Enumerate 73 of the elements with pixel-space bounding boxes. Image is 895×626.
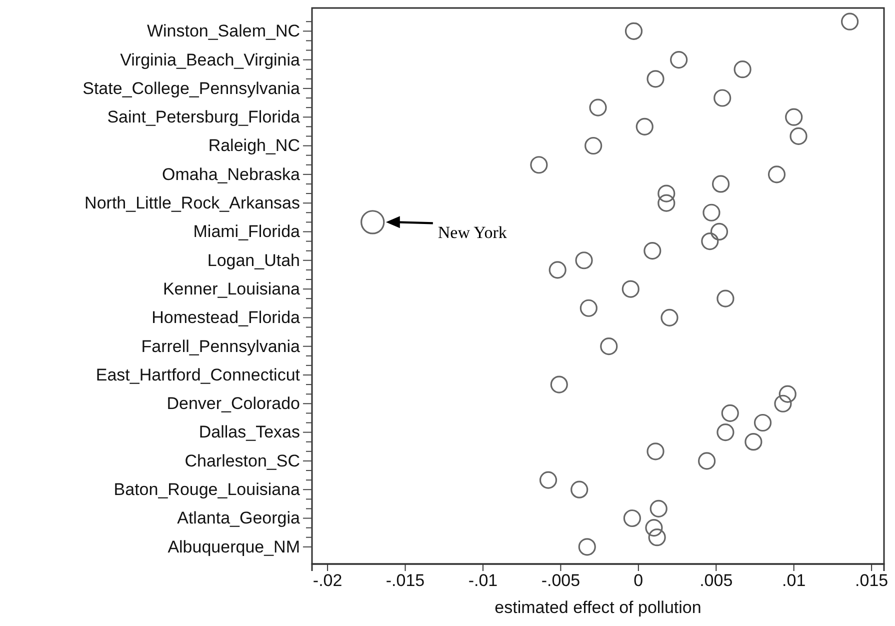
x-tick-label: -.005 bbox=[541, 571, 580, 590]
point bbox=[785, 108, 803, 126]
y-tick-label: Homestead_Florida bbox=[152, 308, 301, 328]
y-tick-label: Winston_Salem_NC bbox=[146, 22, 300, 41]
x-tick-label: .01 bbox=[782, 571, 806, 590]
point bbox=[702, 204, 720, 222]
point bbox=[670, 51, 688, 69]
point bbox=[644, 242, 662, 260]
point bbox=[624, 22, 643, 40]
x-tick-label: .015 bbox=[855, 571, 888, 590]
x-axis-title: estimated effect of pollution bbox=[494, 598, 702, 617]
point bbox=[539, 471, 558, 489]
point bbox=[530, 156, 548, 174]
point bbox=[754, 414, 772, 432]
point bbox=[548, 261, 566, 279]
point bbox=[646, 442, 664, 460]
x-tick-label: -.01 bbox=[468, 571, 498, 590]
point bbox=[645, 519, 663, 537]
point bbox=[658, 184, 676, 202]
point bbox=[646, 70, 664, 88]
point bbox=[584, 136, 602, 155]
point bbox=[701, 232, 719, 250]
point bbox=[714, 89, 732, 107]
point bbox=[578, 538, 596, 556]
point bbox=[648, 528, 666, 546]
y-tick-label: State_College_Pennsylvania bbox=[82, 78, 301, 98]
x-tick-label: .005 bbox=[700, 571, 733, 590]
point bbox=[589, 98, 607, 116]
y-tick-label: North_Little_Rock_Arkansas bbox=[84, 194, 300, 213]
point bbox=[580, 299, 598, 317]
y-tick-label: Charleston_SC bbox=[184, 451, 300, 470]
point bbox=[600, 338, 618, 356]
y-tick-label: Omaha_Nebraska bbox=[162, 164, 301, 184]
y-tick-label: Dallas_Texas bbox=[198, 422, 300, 442]
point bbox=[712, 175, 730, 193]
point bbox=[721, 404, 739, 422]
point bbox=[658, 194, 676, 212]
y-tick-label: Virginia_Beach_Virginia bbox=[120, 50, 301, 70]
y-tick-label: Kenner_Louisiana bbox=[162, 279, 301, 298]
point bbox=[841, 12, 859, 30]
y-tick-label: Albuquerque_NM bbox=[168, 537, 300, 556]
y-tick-label: Raleigh_NC bbox=[208, 136, 300, 156]
point bbox=[575, 252, 593, 270]
point bbox=[660, 308, 678, 326]
point bbox=[623, 509, 641, 528]
point bbox=[636, 118, 654, 136]
point bbox=[550, 376, 568, 394]
point bbox=[650, 500, 668, 518]
y-tick-label: Farrell_Pennsylvania bbox=[141, 336, 301, 356]
point bbox=[570, 480, 588, 498]
y-tick-label: East_Hartford_Connecticut bbox=[96, 365, 300, 384]
y-tick-label: Denver_Colorado bbox=[166, 394, 300, 414]
point bbox=[734, 60, 752, 78]
point bbox=[774, 394, 792, 412]
point bbox=[778, 385, 796, 403]
point bbox=[716, 290, 734, 308]
point bbox=[698, 452, 716, 470]
point bbox=[716, 423, 734, 442]
point bbox=[622, 280, 640, 298]
y-tick-label: Baton_Rouge_Louisiana bbox=[114, 480, 301, 500]
y-tick-label: Saint_Petersburg_Florida bbox=[107, 108, 301, 127]
y-tick-label: Atlanta_Georgia bbox=[177, 508, 301, 528]
x-tick-label: 0 bbox=[634, 571, 644, 590]
point bbox=[790, 127, 808, 146]
point bbox=[360, 210, 385, 234]
y-tick-label: Logan_Utah bbox=[207, 250, 300, 270]
x-tick-label: -.02 bbox=[312, 571, 342, 590]
point bbox=[710, 222, 728, 241]
point bbox=[768, 166, 786, 184]
x-tick-label: -.015 bbox=[386, 571, 425, 590]
point bbox=[744, 433, 762, 451]
annotation: New York bbox=[438, 223, 508, 242]
y-tick-label: Miami_Florida bbox=[193, 222, 301, 242]
